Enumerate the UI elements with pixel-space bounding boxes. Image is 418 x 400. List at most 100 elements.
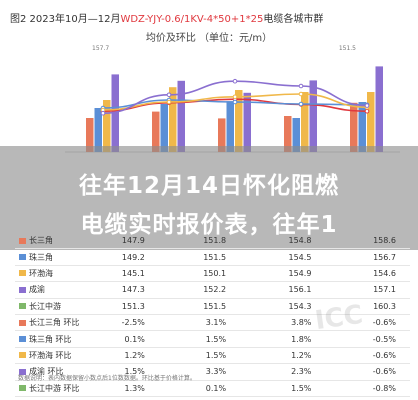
table-cell: 2.3%: [240, 363, 326, 381]
bar: [160, 104, 168, 152]
table-row: 环渤海 145.1 150.1 154.9 154.6: [15, 265, 410, 283]
banner-line-1: 往年12月14日怀化阻燃: [78, 173, 339, 199]
row-label: 环渤海 环比: [15, 347, 99, 365]
table-cell: 1.2%: [240, 347, 326, 365]
line-point: [364, 103, 370, 108]
bar: [309, 80, 317, 152]
table-cell: -0.6%: [325, 314, 410, 332]
row-label: 长江三角 环比: [15, 314, 99, 332]
table-cell: 1.2%: [98, 347, 159, 365]
bar: [350, 102, 358, 152]
table-row: 长三角 147.9 151.8 154.8 158.6: [15, 233, 410, 250]
chart-subtitle: 均价及环比 （单位：元/m）: [145, 33, 273, 44]
table-cell: 158.6: [325, 233, 410, 250]
table-row: 珠三角 149.2 151.5 154.5 156.7: [15, 248, 410, 266]
bar: [235, 90, 243, 152]
table-cell: 152.2: [158, 281, 241, 299]
row-label: 长江中游 环比: [15, 380, 99, 397]
bar: [111, 74, 119, 152]
table-row: 珠三角 环比 0.1% 1.5% 1.8% -0.5%: [15, 330, 410, 348]
table-cell: 154.3: [240, 298, 326, 315]
table-cell: 151.3: [98, 298, 159, 315]
table-cell: -0.5%: [325, 330, 410, 348]
row-label: 珠三角 环比: [15, 330, 99, 348]
bar: [86, 118, 94, 152]
table-cell: 154.5: [240, 248, 326, 266]
data-table: 长三角 147.9 151.8 154.8 158.6 珠三角 149.2 151.5 154.…: [15, 233, 410, 397]
table-cell: 157.1: [325, 281, 410, 299]
row-label: 长江中游: [15, 298, 99, 315]
footer-note: 数据说明：表内数据保留小数点后1位数数据。环比基于价格计算。: [18, 375, 196, 382]
table-cell: 147.9: [98, 233, 159, 250]
line-point: [166, 92, 172, 98]
legend-swatch: [19, 237, 26, 244]
table-cell: -0.6%: [325, 363, 410, 381]
table-cell: 3.3%: [158, 363, 241, 381]
table-cell: 1.5%: [240, 380, 326, 397]
chart-title: 图2 2023年10月—12月WDZ-YJY-0.6/1KV-4*50+1*25…: [10, 14, 324, 25]
table-row: 环渤海 环比 1.2% 1.5% 1.2% -0.6%: [15, 347, 410, 365]
bar-line-chart: [65, 66, 400, 153]
table-cell: 154.8: [240, 233, 326, 250]
table-cell: -0.8%: [325, 380, 410, 397]
row-label: 环渤海: [15, 265, 99, 283]
table-cell: -2.5%: [98, 314, 159, 332]
table-cell: 3.1%: [158, 314, 241, 332]
row-label: 成渝 环比: [15, 363, 99, 381]
legend-swatch: [19, 352, 26, 359]
cable-spec: WDZ-YJY-0.6/1KV-4*50+1*25: [120, 14, 264, 25]
legend-swatch: [19, 286, 26, 293]
bar: [375, 66, 383, 152]
table-cell: 145.1: [98, 265, 159, 283]
table-cell: 150.1: [158, 265, 241, 283]
table-cell: 0.1%: [98, 330, 159, 348]
bar: [152, 111, 160, 152]
line-point: [232, 78, 238, 84]
legend-swatch: [19, 270, 26, 277]
table-row: 成渝 环比 1.5% 3.3% 2.3% -0.6%: [15, 363, 410, 381]
table-cell: 3.8%: [240, 314, 326, 332]
top-label-left: 157.7: [92, 45, 110, 52]
bar: [103, 100, 111, 152]
table-cell: 160.3: [325, 298, 410, 315]
bar: [292, 118, 300, 152]
top-label-right: 151.5: [338, 45, 356, 52]
table-row: 成渝 147.3 152.2 156.1 157.1: [15, 281, 410, 299]
line-point: [232, 99, 238, 105]
table-row: 长江三角 环比 -2.5% 3.1% 3.8% -0.6%: [15, 314, 410, 332]
legend-swatch: [19, 385, 26, 392]
bar: [301, 92, 309, 152]
legend-swatch: [19, 303, 26, 310]
bar: [367, 92, 375, 152]
table-cell: 154.9: [240, 265, 326, 283]
bar: [177, 80, 185, 152]
row-label: 珠三角: [15, 248, 99, 266]
table-cell: 1.3%: [98, 380, 159, 397]
line-point: [298, 91, 304, 97]
table-cell: 1.5%: [98, 363, 159, 381]
legend-swatch: [19, 368, 26, 375]
table-cell: 156.7: [325, 248, 410, 266]
row-label: 成渝: [15, 281, 99, 299]
line-point: [298, 83, 304, 89]
line-point: [364, 108, 370, 114]
line-point: [298, 101, 304, 107]
table-cell: 151.8: [158, 233, 241, 250]
table-cell: 0.1%: [158, 380, 241, 397]
overlay-banner: [0, 146, 418, 250]
line-point: [232, 94, 238, 100]
bar: [358, 102, 366, 152]
bar: [169, 87, 177, 152]
table-row: 长江中游 151.3 151.5 154.3 160.3: [15, 298, 410, 315]
bar: [226, 101, 234, 152]
table-cell: 149.2: [98, 248, 159, 266]
table-cell: 1.8%: [240, 330, 326, 348]
table-row: 长江中游 环比 1.3% 0.1% 1.5% -0.8%: [15, 380, 410, 397]
bar: [243, 92, 251, 152]
table-cell: 156.1: [240, 281, 326, 299]
row-label: 长三角: [15, 233, 99, 250]
table-cell: 151.5: [158, 248, 241, 266]
line-point: [166, 99, 172, 105]
bar: [284, 116, 292, 152]
table-cell: -0.6%: [325, 347, 410, 365]
